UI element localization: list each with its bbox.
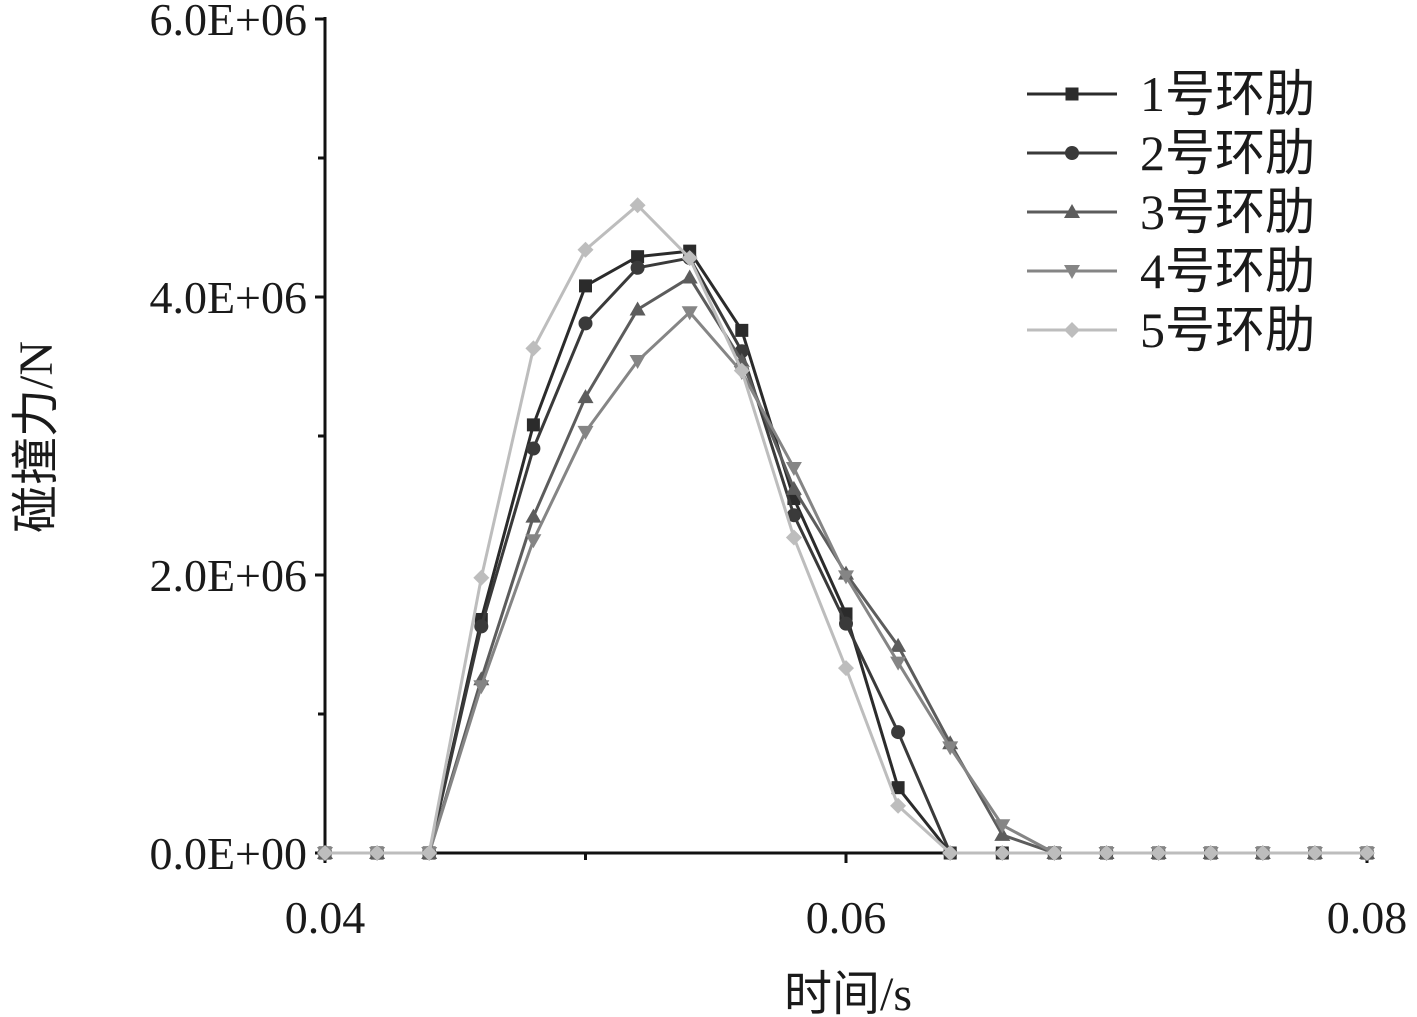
series-3-line: [325, 276, 1367, 855]
series-1-point: [735, 323, 749, 337]
legend-label: 5号环肋: [1140, 302, 1315, 358]
series-3-point: [629, 301, 646, 316]
legend-marker: [1064, 204, 1080, 218]
axes: 0.0E+00 2.0E+06 4.0E+06 6.0E+06 0.04 0.06 0.08: [149, 0, 1407, 943]
series-5-point: [838, 660, 854, 677]
series-5-point: [1046, 845, 1063, 861]
series-4-point: [838, 570, 854, 585]
x-tick-label: 0.04: [285, 892, 366, 943]
series-5-point: [473, 569, 490, 586]
series-3-point: [890, 637, 907, 652]
series-5-point: [317, 845, 333, 861]
x-tick-label: 0.06: [806, 892, 887, 943]
series-2-point: [630, 260, 645, 275]
series-2-point: [786, 508, 801, 523]
series-5: [317, 197, 1375, 861]
series-2-point: [839, 616, 853, 631]
series-5-point: [994, 845, 1011, 861]
series-5-point: [681, 250, 698, 267]
series-5-point: [629, 197, 646, 214]
y-tick-label: 2.0E+06: [149, 550, 307, 601]
series-3-point: [525, 508, 542, 523]
series-5-point: [785, 529, 802, 546]
series-1-point: [579, 279, 592, 293]
y-tick-label: 4.0E+06: [149, 272, 307, 323]
legend-marker: [1064, 265, 1080, 279]
legend-item-3: 3号环肋: [1027, 184, 1315, 240]
series-3-point: [994, 826, 1011, 841]
series-2-point: [578, 316, 593, 331]
series-5-point: [421, 845, 438, 861]
series-4-point: [785, 461, 802, 476]
series-5-point: [577, 241, 594, 258]
legend-marker: [1064, 322, 1080, 338]
series-5-point: [733, 362, 750, 379]
y-tick-label: 0.0E+00: [149, 828, 307, 879]
legend-item-4: 4号环肋: [1027, 243, 1315, 299]
legend-marker: [1065, 87, 1079, 101]
legend-label: 4号环肋: [1140, 243, 1315, 299]
series-5-point: [369, 845, 386, 861]
series-4: [317, 306, 1375, 861]
legend-item-2: 2号环肋: [1027, 125, 1315, 181]
series-3-point: [681, 269, 698, 284]
legend-item-1: 1号环肋: [1027, 66, 1315, 122]
series-4-point: [473, 680, 490, 695]
series-5-point: [1306, 845, 1323, 861]
series-5-point: [890, 797, 907, 814]
series-5-point: [525, 340, 542, 357]
series-5-point: [1098, 845, 1115, 861]
series-5-point: [942, 845, 959, 861]
series-5-point: [1254, 845, 1271, 861]
legend-item-5: 5号环肋: [1027, 302, 1315, 358]
series-5-point: [1150, 845, 1167, 861]
series-4-point: [681, 306, 698, 321]
series-5-point: [1359, 845, 1375, 861]
series-4-point: [890, 656, 907, 671]
legend-label: 2号环肋: [1140, 125, 1315, 181]
y-tick-label: 6.0E+06: [149, 0, 307, 45]
series-1-point: [526, 418, 540, 432]
series-layer: [317, 197, 1375, 861]
series-2-point: [891, 725, 906, 740]
legend-label: 3号环肋: [1140, 184, 1315, 240]
series-4-point: [577, 425, 594, 440]
series-4-point: [942, 741, 959, 756]
series-4-point: [994, 819, 1011, 834]
series-3-point: [577, 389, 594, 404]
legend-label: 1号环肋: [1140, 66, 1315, 122]
series-4-point: [525, 534, 542, 549]
y-axis-label: 碰撞力/N: [10, 341, 63, 533]
series-5-point: [1202, 845, 1219, 861]
x-tick-label: 0.08: [1327, 892, 1408, 943]
series-2-point: [474, 619, 489, 634]
series-2-point: [526, 441, 541, 456]
series-3-point: [785, 480, 802, 495]
legend-marker: [1065, 146, 1079, 160]
x-axis-label: 时间/s: [784, 968, 912, 1017]
series-1-point: [891, 781, 905, 795]
series-1-point: [631, 250, 645, 264]
series-4-point: [629, 354, 646, 369]
